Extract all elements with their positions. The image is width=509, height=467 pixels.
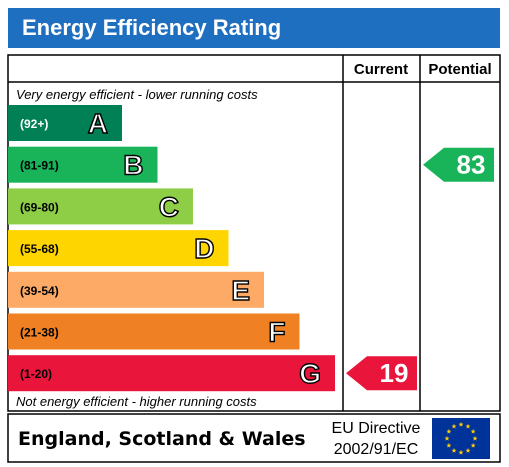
band-g-bar: [8, 355, 335, 392]
footer-frame: [7, 413, 501, 463]
band-g-range: (1-20): [20, 367, 52, 381]
band-e-letter: E: [231, 275, 250, 306]
star-icon: [458, 449, 464, 455]
chart-title: Energy Efficiency Rating: [22, 15, 282, 40]
band-b-bar: [8, 146, 158, 183]
region-label: England, Scotland & Wales: [18, 428, 306, 450]
band-c-bar: [8, 188, 193, 225]
band-f-range: (21-38): [20, 326, 59, 340]
current-column-header: Current: [354, 61, 408, 78]
star-icon: [470, 442, 476, 448]
band-d-bar: [8, 230, 229, 267]
band-f-letter: F: [268, 317, 285, 348]
current-rating-value: 19: [380, 358, 409, 388]
star-icon: [465, 448, 471, 453]
band-a-bar: [8, 105, 122, 141]
band-d-letter: D: [194, 233, 214, 264]
star-icon: [444, 435, 450, 441]
band-d-range: (55-68): [20, 242, 59, 256]
bottom-note: Not energy efficient - higher running co…: [16, 394, 257, 409]
star-icon: [465, 423, 471, 429]
band-f-bar: [8, 313, 300, 350]
potential-rating-arrow: [423, 147, 494, 182]
potential-column-header: Potential: [428, 61, 491, 78]
title-bar: Energy Efficiency Rating: [8, 8, 500, 48]
star-icon: [446, 428, 452, 434]
current-rating-arrow: [346, 356, 417, 391]
star-icon: [451, 448, 457, 453]
band-e-bar: [8, 271, 264, 308]
eu-flag-icon: [432, 418, 490, 459]
potential-rating-value: 83: [457, 150, 486, 180]
band-a-range: (92+): [20, 117, 48, 131]
star-icon: [446, 442, 452, 448]
star-icon: [458, 421, 464, 427]
band-b-letter: B: [123, 150, 143, 181]
directive-line1: EU Directive: [332, 420, 421, 437]
top-note: Very energy efficient - lower running co…: [16, 87, 258, 102]
band-c-range: (69-80): [20, 200, 59, 214]
band-e-range: (39-54): [20, 284, 59, 298]
band-b-range: (81-91): [20, 159, 59, 173]
band-a-letter: A: [88, 108, 108, 139]
rating-bands: (92+) A (81-91) B (69-80) C (55-68) D (39-54) E (2…: [8, 105, 335, 392]
star-icon: [472, 435, 478, 441]
star-icon: [470, 428, 476, 434]
band-c-letter: C: [159, 191, 179, 222]
directive-line2: 2002/91/EC: [334, 441, 419, 458]
band-g-letter: G: [299, 358, 321, 389]
star-icon: [451, 423, 457, 429]
